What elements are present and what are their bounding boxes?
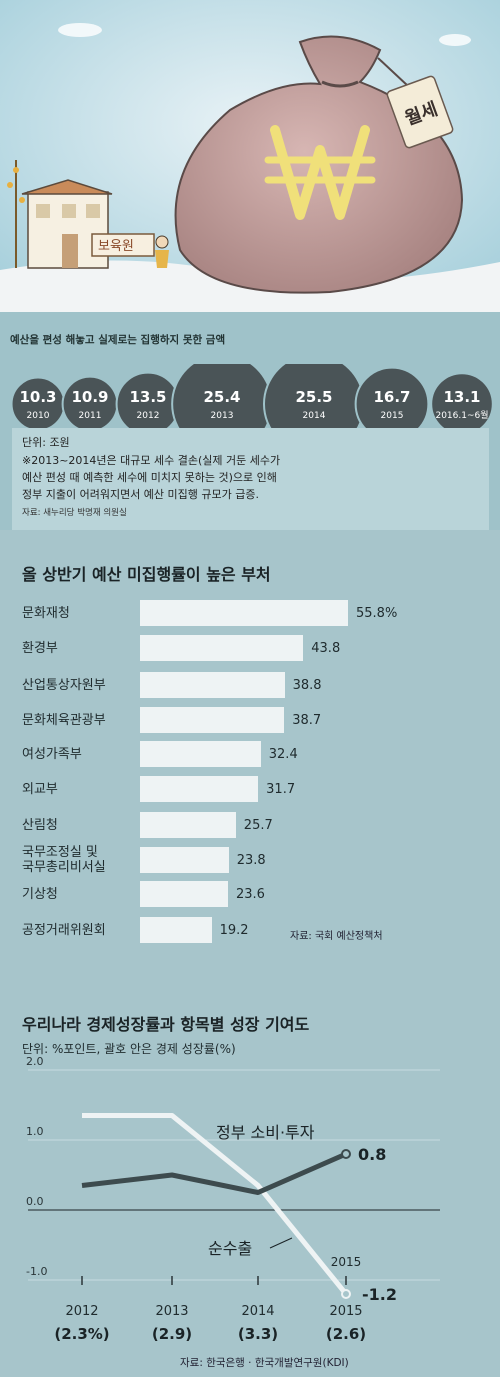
bubble-chart: 10.3 2010 10.9 2011 13.5 2012 25.4 2013 25.5 2014… [10, 364, 494, 439]
series-end-label: -1.2 [362, 1285, 397, 1304]
section1-title: 예산을 편성 해놓고 실제로는 집행하지 못한 금액 [10, 334, 226, 346]
bubble-item: 16.7 2015 [354, 366, 430, 439]
growth-rate-label: (2.3%) [54, 1325, 109, 1343]
bubble-item: 13.1 2016.1~6월 [430, 372, 494, 436]
series-end-point [341, 1149, 351, 1159]
series-line-net-exports [82, 1113, 348, 1296]
source-label: 자료: 한국은행 · 한국개발연구원(KDI) [180, 1357, 349, 1369]
price-tag-icon: 월세 [377, 57, 454, 149]
daycare-sign: 보육원 [98, 239, 134, 254]
bubble-year: 2014 [303, 411, 326, 421]
section2-title: 올 상반기 예산 미집행률이 높은 부처 [22, 565, 271, 584]
tree-icon [7, 160, 25, 268]
x-tick-label: 2013 [155, 1304, 188, 1319]
department-label: 국무조정실 및 국무총리비서실 [22, 845, 106, 875]
bar-value-label: 43.8 [311, 641, 341, 656]
ministry-bar-section: 올 상반기 예산 미집행률이 높은 부처 문화재청 55.8% 환경부 43.8 산업통… [0, 530, 500, 990]
department-label: 문화재청 [22, 606, 70, 621]
bar-value-label: 38.8 [292, 678, 322, 693]
x-tick-label-top: 2015 [331, 1255, 362, 1269]
bubble-value: 16.7 [373, 388, 410, 406]
bubble-item: 13.5 2012 [115, 371, 181, 437]
bubble-value: 13.1 [443, 388, 480, 406]
bubble-item: 10.3 2010 [10, 376, 66, 432]
bubble-year: 2010 [27, 411, 50, 421]
x-tick-label: 2014 [241, 1304, 274, 1319]
bar [140, 847, 229, 873]
bar-value-label: 31.7 [266, 782, 296, 797]
note-line-2: 예산 편성 때 예측한 세수에 미치지 못하는 것)으로 인해 [22, 471, 277, 484]
bubble-value: 10.3 [19, 388, 56, 406]
bubble-item: 10.9 2011 [61, 375, 119, 433]
unspent-budget-section: 예산을 편성 해놓고 실제로는 집행하지 못한 금액 10.3 2010 10.9 2… [0, 312, 500, 530]
unit-label: 단위: 조원 [22, 436, 70, 449]
y-tick-label: 2.0 [26, 1055, 44, 1068]
department-label-line2: 국무총리비서실 [22, 860, 106, 875]
section3-title: 우리나라 경제성장률과 항목별 성장 기여도 [22, 1015, 310, 1034]
bubble-year: 2012 [137, 411, 160, 421]
bar [140, 917, 212, 943]
series-leader-line [269, 1237, 293, 1249]
bar-chart: 문화재청 55.8% 환경부 43.8 산업통상자원부 38.8 문화체육관광부 38.7 여성… [0, 530, 500, 990]
bar [140, 672, 285, 698]
bar-value-label: 23.6 [235, 887, 265, 902]
bar [140, 776, 259, 802]
bubble-year: 2011 [79, 411, 102, 421]
note-box: 단위: 조원 ※2013~2014년은 대규모 세수 결손(실제 거둔 세수가 … [12, 428, 489, 530]
department-label: 산림청 [22, 818, 58, 833]
bar [140, 881, 228, 907]
department-label: 산업통상자원부 [22, 678, 106, 693]
bar [140, 707, 285, 733]
y-tick-label: 0.0 [26, 1195, 44, 1208]
department-label: 여성가족부 [22, 747, 82, 762]
y-tick-label: -1.0 [26, 1265, 47, 1278]
bubble-value: 25.5 [295, 388, 332, 406]
bar-value-label: 19.2 [219, 923, 249, 938]
bar-value-label: 55.8% [356, 606, 398, 621]
series-name-label: 순수출 [208, 1239, 252, 1258]
child-icon [155, 235, 169, 268]
bar-value-label: 32.4 [268, 747, 298, 762]
x-tick-label: 2012 [65, 1304, 98, 1319]
bar [140, 600, 348, 626]
money-bag-illustration: 월세 보육원 [0, 0, 500, 312]
series-end-point [341, 1289, 351, 1299]
bubble-year: 2015 [381, 411, 404, 421]
source-label: 자료: 국회 예산정책처 [290, 931, 383, 942]
bar-value-label: 38.7 [292, 713, 322, 728]
bar [140, 635, 304, 661]
department-label: 공정거래위원회 [22, 923, 106, 938]
growth-rate-label: (2.6) [326, 1325, 366, 1343]
section3-subtitle: 단위: %포인트, 괄호 안은 경제 성장률(%) [22, 1042, 236, 1056]
department-label: 환경부 [22, 641, 58, 656]
growth-rate-label: (2.9) [152, 1325, 192, 1343]
note-line-3: 정부 지출이 어려워지면서 예산 미집행 규모가 급증. [22, 488, 259, 501]
y-tick-label: 1.0 [26, 1125, 44, 1138]
series-end-label: 0.8 [358, 1145, 386, 1164]
department-label: 외교부 [22, 782, 58, 797]
series-line-government [81, 1151, 348, 1195]
bubble-year: 2016.1~6월 [435, 409, 488, 421]
source-label: 자료: 새누리당 박명재 의원실 [22, 508, 127, 518]
bubble-mark [354, 366, 430, 439]
department-label: 문화체육관광부 [22, 713, 106, 728]
bar [140, 812, 236, 838]
x-tick-label: 2015 [329, 1304, 362, 1319]
bubble-value: 13.5 [129, 388, 166, 406]
won-symbol-icon [264, 125, 376, 220]
department-label: 기상청 [22, 887, 58, 902]
bubble-year: 2013 [211, 411, 234, 421]
bubble-value: 25.4 [203, 388, 240, 406]
series-name-label: 정부 소비·투자 [216, 1123, 315, 1142]
note-line-1: ※2013~2014년은 대규모 세수 결손(실제 거둔 세수가 [22, 454, 281, 467]
department-label-line1: 국무조정실 및 [22, 845, 98, 860]
bubble-value: 10.9 [71, 388, 108, 406]
growth-rate-label: (3.3) [238, 1325, 278, 1343]
house-icon: 보육원 [21, 179, 155, 269]
bar-value-label: 25.7 [243, 818, 273, 833]
bar-value-label: 23.8 [236, 853, 266, 868]
bar [140, 741, 261, 767]
